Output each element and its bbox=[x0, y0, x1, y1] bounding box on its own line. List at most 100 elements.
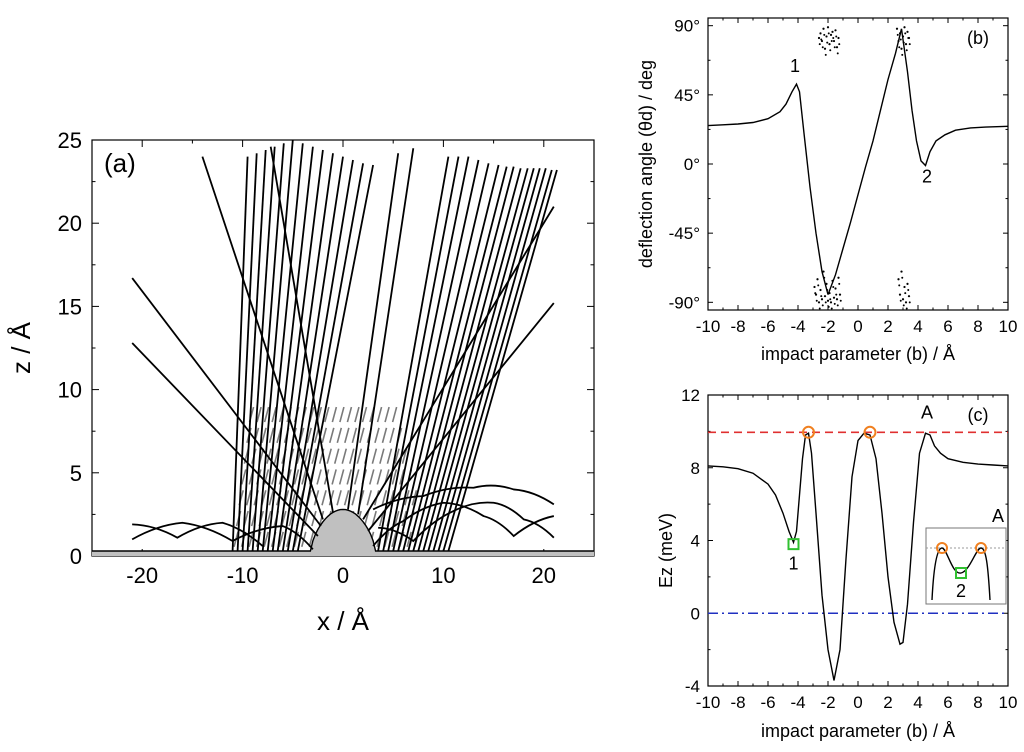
trajectory bbox=[251, 143, 285, 552]
beam-hatch bbox=[311, 510, 317, 527]
beam-hatch bbox=[240, 469, 247, 485]
chaotic-point bbox=[818, 307, 821, 310]
trajectory bbox=[131, 342, 319, 537]
x-tick-label: 4 bbox=[913, 693, 922, 712]
y-tick-label: 20 bbox=[58, 211, 82, 236]
beam-hatch bbox=[371, 448, 378, 464]
annotation-label: 1 bbox=[788, 554, 798, 574]
chaotic-point bbox=[908, 301, 911, 304]
x-tick-label: -10 bbox=[696, 693, 721, 712]
chaotic-point bbox=[829, 298, 832, 301]
beam-hatch bbox=[256, 406, 262, 423]
beam-hatch bbox=[311, 448, 317, 464]
inset-frame bbox=[925, 527, 1007, 605]
beam-hatch bbox=[354, 406, 360, 423]
chaotic-point bbox=[817, 36, 821, 40]
beam-hatch bbox=[384, 406, 390, 423]
chaotic-point bbox=[904, 43, 908, 46]
beam-hatch bbox=[379, 448, 385, 464]
chaotic-point bbox=[817, 284, 820, 287]
chaotic-point bbox=[904, 301, 908, 304]
chaotic-point bbox=[832, 296, 836, 299]
beam-hatch bbox=[339, 406, 345, 423]
beam-hatch bbox=[341, 448, 348, 464]
beam-hatch bbox=[248, 531, 254, 548]
low-trajectory bbox=[131, 521, 314, 550]
beam-hatch bbox=[346, 406, 353, 423]
chaotic-point bbox=[822, 270, 825, 273]
beam-hatch bbox=[391, 531, 397, 548]
trajectory bbox=[271, 149, 324, 552]
chaotic-point bbox=[824, 301, 827, 304]
chaotic-point bbox=[898, 293, 902, 296]
beam-hatch bbox=[245, 490, 252, 506]
trajectory bbox=[347, 153, 400, 510]
chaotic-point bbox=[826, 26, 830, 29]
chaotic-point bbox=[821, 46, 824, 49]
chaotic-point bbox=[832, 39, 836, 43]
y-tick-label: 15 bbox=[58, 294, 82, 319]
chaotic-point bbox=[897, 39, 900, 43]
beam-hatch bbox=[268, 490, 275, 506]
chaotic-point bbox=[832, 36, 835, 39]
beam-hatch bbox=[321, 427, 328, 444]
x-tick-label: -2 bbox=[820, 317, 835, 336]
beam-hatch bbox=[328, 490, 335, 506]
chaotic-point bbox=[898, 284, 901, 287]
beam-hatch bbox=[271, 469, 277, 485]
y-tick-label: 8 bbox=[691, 459, 700, 478]
beam-hatch bbox=[306, 427, 312, 444]
chaotic-point bbox=[901, 35, 905, 38]
trajectory bbox=[432, 168, 541, 552]
beam-hatch bbox=[288, 510, 295, 527]
y-tick-label: 25 bbox=[58, 128, 82, 153]
trajectory bbox=[422, 168, 529, 552]
y-tick-label: -90° bbox=[669, 293, 700, 312]
chaotic-point bbox=[904, 32, 907, 35]
panel-b-xlabel: impact parameter (b) / Å bbox=[761, 344, 955, 364]
chaotic-point bbox=[903, 26, 906, 29]
x-tick-label: -2 bbox=[820, 693, 835, 712]
x-tick-label: -8 bbox=[730, 317, 745, 336]
plot-frame bbox=[707, 17, 1009, 311]
chaotic-point bbox=[824, 53, 827, 56]
deflection-curve-left bbox=[707, 82, 829, 295]
beam-hatch bbox=[391, 469, 398, 485]
x-tick-label: -20 bbox=[126, 563, 158, 588]
beam-hatch bbox=[329, 427, 335, 444]
beam-hatch bbox=[261, 427, 267, 444]
panel-c-xlabel: impact parameter (b) / Å bbox=[761, 721, 955, 741]
chaotic-point bbox=[837, 276, 840, 279]
panel-b-ylabel: deflection angle (θd) / deg bbox=[636, 60, 656, 268]
beam-hatch bbox=[281, 510, 287, 527]
beam-hatch bbox=[369, 469, 375, 485]
chaotic-point bbox=[825, 35, 828, 38]
chaotic-point bbox=[832, 285, 835, 288]
low-trajectory bbox=[372, 484, 555, 511]
beam-hatch bbox=[338, 469, 345, 485]
inset-label-2: 2 bbox=[956, 581, 966, 601]
x-tick-label: 2 bbox=[883, 693, 892, 712]
trajectory bbox=[236, 153, 258, 552]
beam-hatch bbox=[351, 427, 358, 444]
panel-a: -20 -10 0 10 20 0 5 10 15 20 25 (a) x / Å z / Å bbox=[6, 128, 595, 636]
trajectory bbox=[269, 146, 334, 513]
beam-hatch bbox=[389, 427, 395, 444]
x-tick-label: -10 bbox=[227, 563, 259, 588]
trajectory bbox=[397, 163, 490, 552]
beam-hatch bbox=[363, 510, 370, 527]
beam-hatch bbox=[301, 469, 307, 485]
beam-hatch bbox=[333, 448, 340, 464]
chaotic-point bbox=[902, 41, 905, 44]
inset: A2 bbox=[925, 506, 1007, 605]
y-tick-label: 5 bbox=[70, 461, 82, 486]
x-tick-label: 10 bbox=[431, 563, 455, 588]
chaotic-point bbox=[820, 295, 823, 298]
x-tick-label: 20 bbox=[532, 563, 556, 588]
beam-hatch bbox=[303, 448, 310, 464]
trajectory bbox=[427, 168, 535, 552]
chaotic-point bbox=[838, 293, 842, 296]
annotation-label: 2 bbox=[922, 166, 932, 186]
chaotic-point bbox=[826, 299, 830, 302]
x-tick-label: 6 bbox=[943, 693, 952, 712]
